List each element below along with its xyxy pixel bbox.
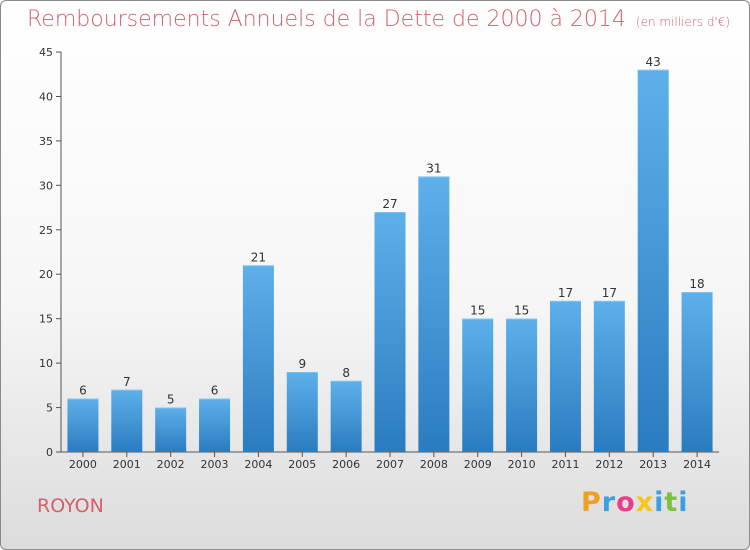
brand-letter: r xyxy=(601,487,617,518)
bar-value-label: 8 xyxy=(342,366,350,380)
x-tick-label: 2002 xyxy=(157,458,185,471)
bar-value-label: 43 xyxy=(646,55,661,69)
bar xyxy=(286,372,318,452)
bar-value-label: 17 xyxy=(602,286,617,300)
bar xyxy=(155,407,187,452)
commune-name: ROYON xyxy=(37,495,104,517)
bar-value-label: 6 xyxy=(211,384,219,398)
bar xyxy=(506,318,538,452)
bar xyxy=(593,300,625,452)
x-tick-label: 2011 xyxy=(551,458,579,471)
bar xyxy=(637,69,669,453)
bar xyxy=(67,398,99,452)
bar xyxy=(462,318,494,452)
y-tick-label: 40 xyxy=(39,90,53,103)
bar-value-label: 31 xyxy=(426,161,441,175)
bar-value-label: 18 xyxy=(689,277,704,291)
x-tick-label: 2012 xyxy=(595,458,623,471)
x-tick-label: 2005 xyxy=(288,458,316,471)
x-tick-label: 2014 xyxy=(683,458,711,471)
brand-letter: x xyxy=(635,487,655,518)
bar xyxy=(374,212,406,452)
bar xyxy=(199,398,231,452)
bar xyxy=(111,389,143,452)
bar-value-label: 21 xyxy=(251,250,266,264)
chart-title: Remboursements Annuels de la Dette de 20… xyxy=(27,7,730,32)
y-tick-label: 45 xyxy=(39,46,53,59)
x-tick-label: 2008 xyxy=(420,458,448,471)
chart-title-text: Remboursements Annuels de la Dette de 20… xyxy=(27,7,626,32)
y-tick-label: 35 xyxy=(39,135,53,148)
y-tick-label: 5 xyxy=(46,402,53,415)
bar xyxy=(681,292,713,452)
brand-logo: Proxiti xyxy=(581,487,689,518)
brand-letter: i xyxy=(654,487,665,518)
bar-value-label: 7 xyxy=(123,375,131,389)
x-tick-label: 2009 xyxy=(464,458,492,471)
y-tick-label: 0 xyxy=(46,446,53,459)
bar-value-label: 15 xyxy=(514,304,529,318)
x-tick-label: 2000 xyxy=(69,458,97,471)
brand-letter: t xyxy=(664,487,679,518)
bar-value-label: 6 xyxy=(79,384,87,398)
unit-note: (en milliers d'€) xyxy=(635,15,731,29)
bar-value-label: 15 xyxy=(470,304,485,318)
x-tick-label: 2003 xyxy=(201,458,229,471)
x-tick-label: 2013 xyxy=(639,458,667,471)
brand-letter: o xyxy=(616,487,636,518)
brand-letter: i xyxy=(678,487,689,518)
bar-value-label: 9 xyxy=(298,357,306,371)
bar xyxy=(330,380,362,452)
y-tick-label: 10 xyxy=(39,357,53,370)
brand-letter: P xyxy=(581,487,602,518)
x-tick-label: 2010 xyxy=(508,458,536,471)
x-tick-label: 2001 xyxy=(113,458,141,471)
y-tick-label: 15 xyxy=(39,313,53,326)
bar xyxy=(418,176,450,452)
y-tick-label: 30 xyxy=(39,179,53,192)
y-tick-label: 25 xyxy=(39,224,53,237)
y-tick-label: 20 xyxy=(39,268,53,281)
x-tick-label: 2006 xyxy=(332,458,360,471)
x-tick-label: 2004 xyxy=(244,458,272,471)
x-tick-label: 2007 xyxy=(376,458,404,471)
bar-value-label: 17 xyxy=(558,286,573,300)
bar xyxy=(242,265,274,452)
bar-value-label: 27 xyxy=(382,197,397,211)
bar xyxy=(549,300,581,452)
bar-value-label: 5 xyxy=(167,393,175,407)
